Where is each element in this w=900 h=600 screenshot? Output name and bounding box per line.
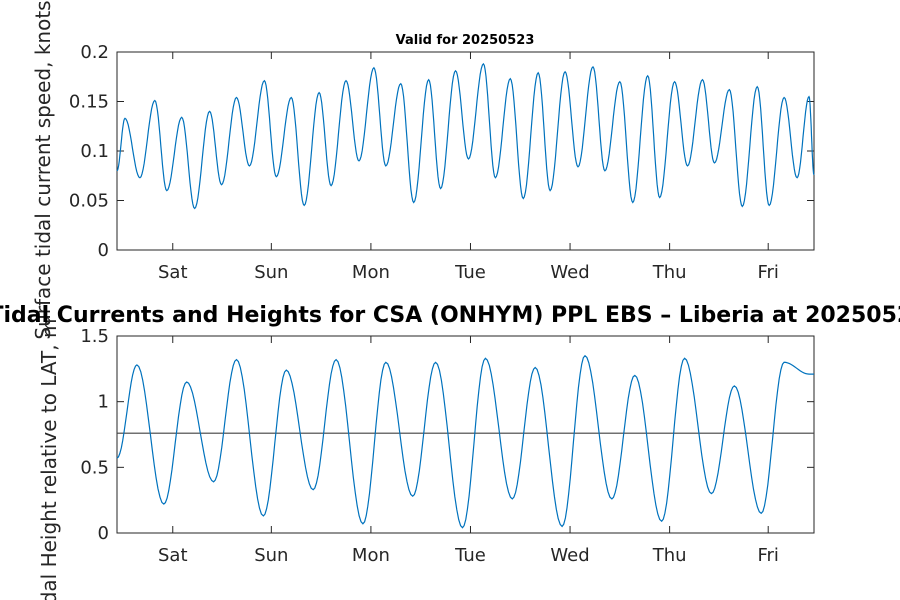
tidal-height-series-line — [116, 354, 814, 529]
current-speed-y-label: Surface tidal current speed, knots — [31, 0, 55, 339]
tidal-height-y-ticks: 0 0.5 1 1.5 — [80, 326, 814, 544]
tidal-height-axes-box — [116, 335, 815, 534]
current-speed-y-tick-label: 0 — [98, 240, 109, 261]
current-speed-x-tick-label: Thu — [652, 262, 687, 283]
current-speed-x-ticks: Sat Sun Mon Tue Wed Thu Fri — [158, 52, 779, 283]
tidal-height-x-tick-label: Wed — [550, 545, 589, 566]
tidal-height-x-tick-label: Sun — [254, 545, 288, 566]
current-speed-x-tick-label: Sun — [254, 262, 288, 283]
current-speed-series-line — [116, 62, 815, 210]
current-speed-title: Valid for 20250523 — [396, 33, 535, 48]
current-speed-x-tick-label: Sat — [158, 262, 188, 283]
tidal-height-x-tick-label: Mon — [352, 545, 390, 566]
tidal-height-x-tick-label: Thu — [652, 545, 687, 566]
figure-main-title: Tidal Currents and Heights for CSA (ONHY… — [0, 303, 900, 328]
current-speed-x-tick-label: Fri — [757, 262, 778, 283]
current-speed-x-tick-label: Mon — [352, 262, 390, 283]
current-speed-panel: Valid for 20250523 0 0.05 0.1 0.15 0.2 Sat Su… — [31, 0, 815, 340]
current-speed-y-tick-label: 0.15 — [69, 92, 109, 113]
current-speed-y-tick-label: 0.2 — [80, 42, 109, 63]
tidal-height-y-label: Tidal Height relative to LAT, m — [37, 319, 61, 600]
tidal-height-panel: 0 0.5 1 1.5 Sat Sun Mon Tue Wed Thu Fri Tidal Hei… — [37, 319, 815, 600]
current-speed-y-tick-label: 0.05 — [69, 191, 109, 212]
tidal-height-x-tick-label: Sat — [158, 545, 188, 566]
current-speed-y-tick-label: 0.1 — [80, 141, 109, 162]
tidal-height-y-tick-label: 0 — [98, 523, 109, 544]
current-speed-y-ticks: 0 0.05 0.1 0.15 0.2 — [69, 42, 814, 261]
tidal-height-y-tick-label: 1 — [98, 392, 109, 413]
tidal-height-x-ticks: Sat Sun Mon Tue Wed Thu Fri — [158, 336, 779, 566]
current-speed-x-tick-label: Wed — [550, 262, 589, 283]
current-speed-x-tick-label: Tue — [454, 262, 486, 283]
tidal-height-y-tick-label: 0.5 — [80, 457, 109, 478]
tidal-height-y-tick-label: 1.5 — [80, 326, 109, 347]
tidal-height-x-tick-label: Fri — [757, 545, 778, 566]
tidal-height-x-tick-label: Tue — [454, 545, 486, 566]
